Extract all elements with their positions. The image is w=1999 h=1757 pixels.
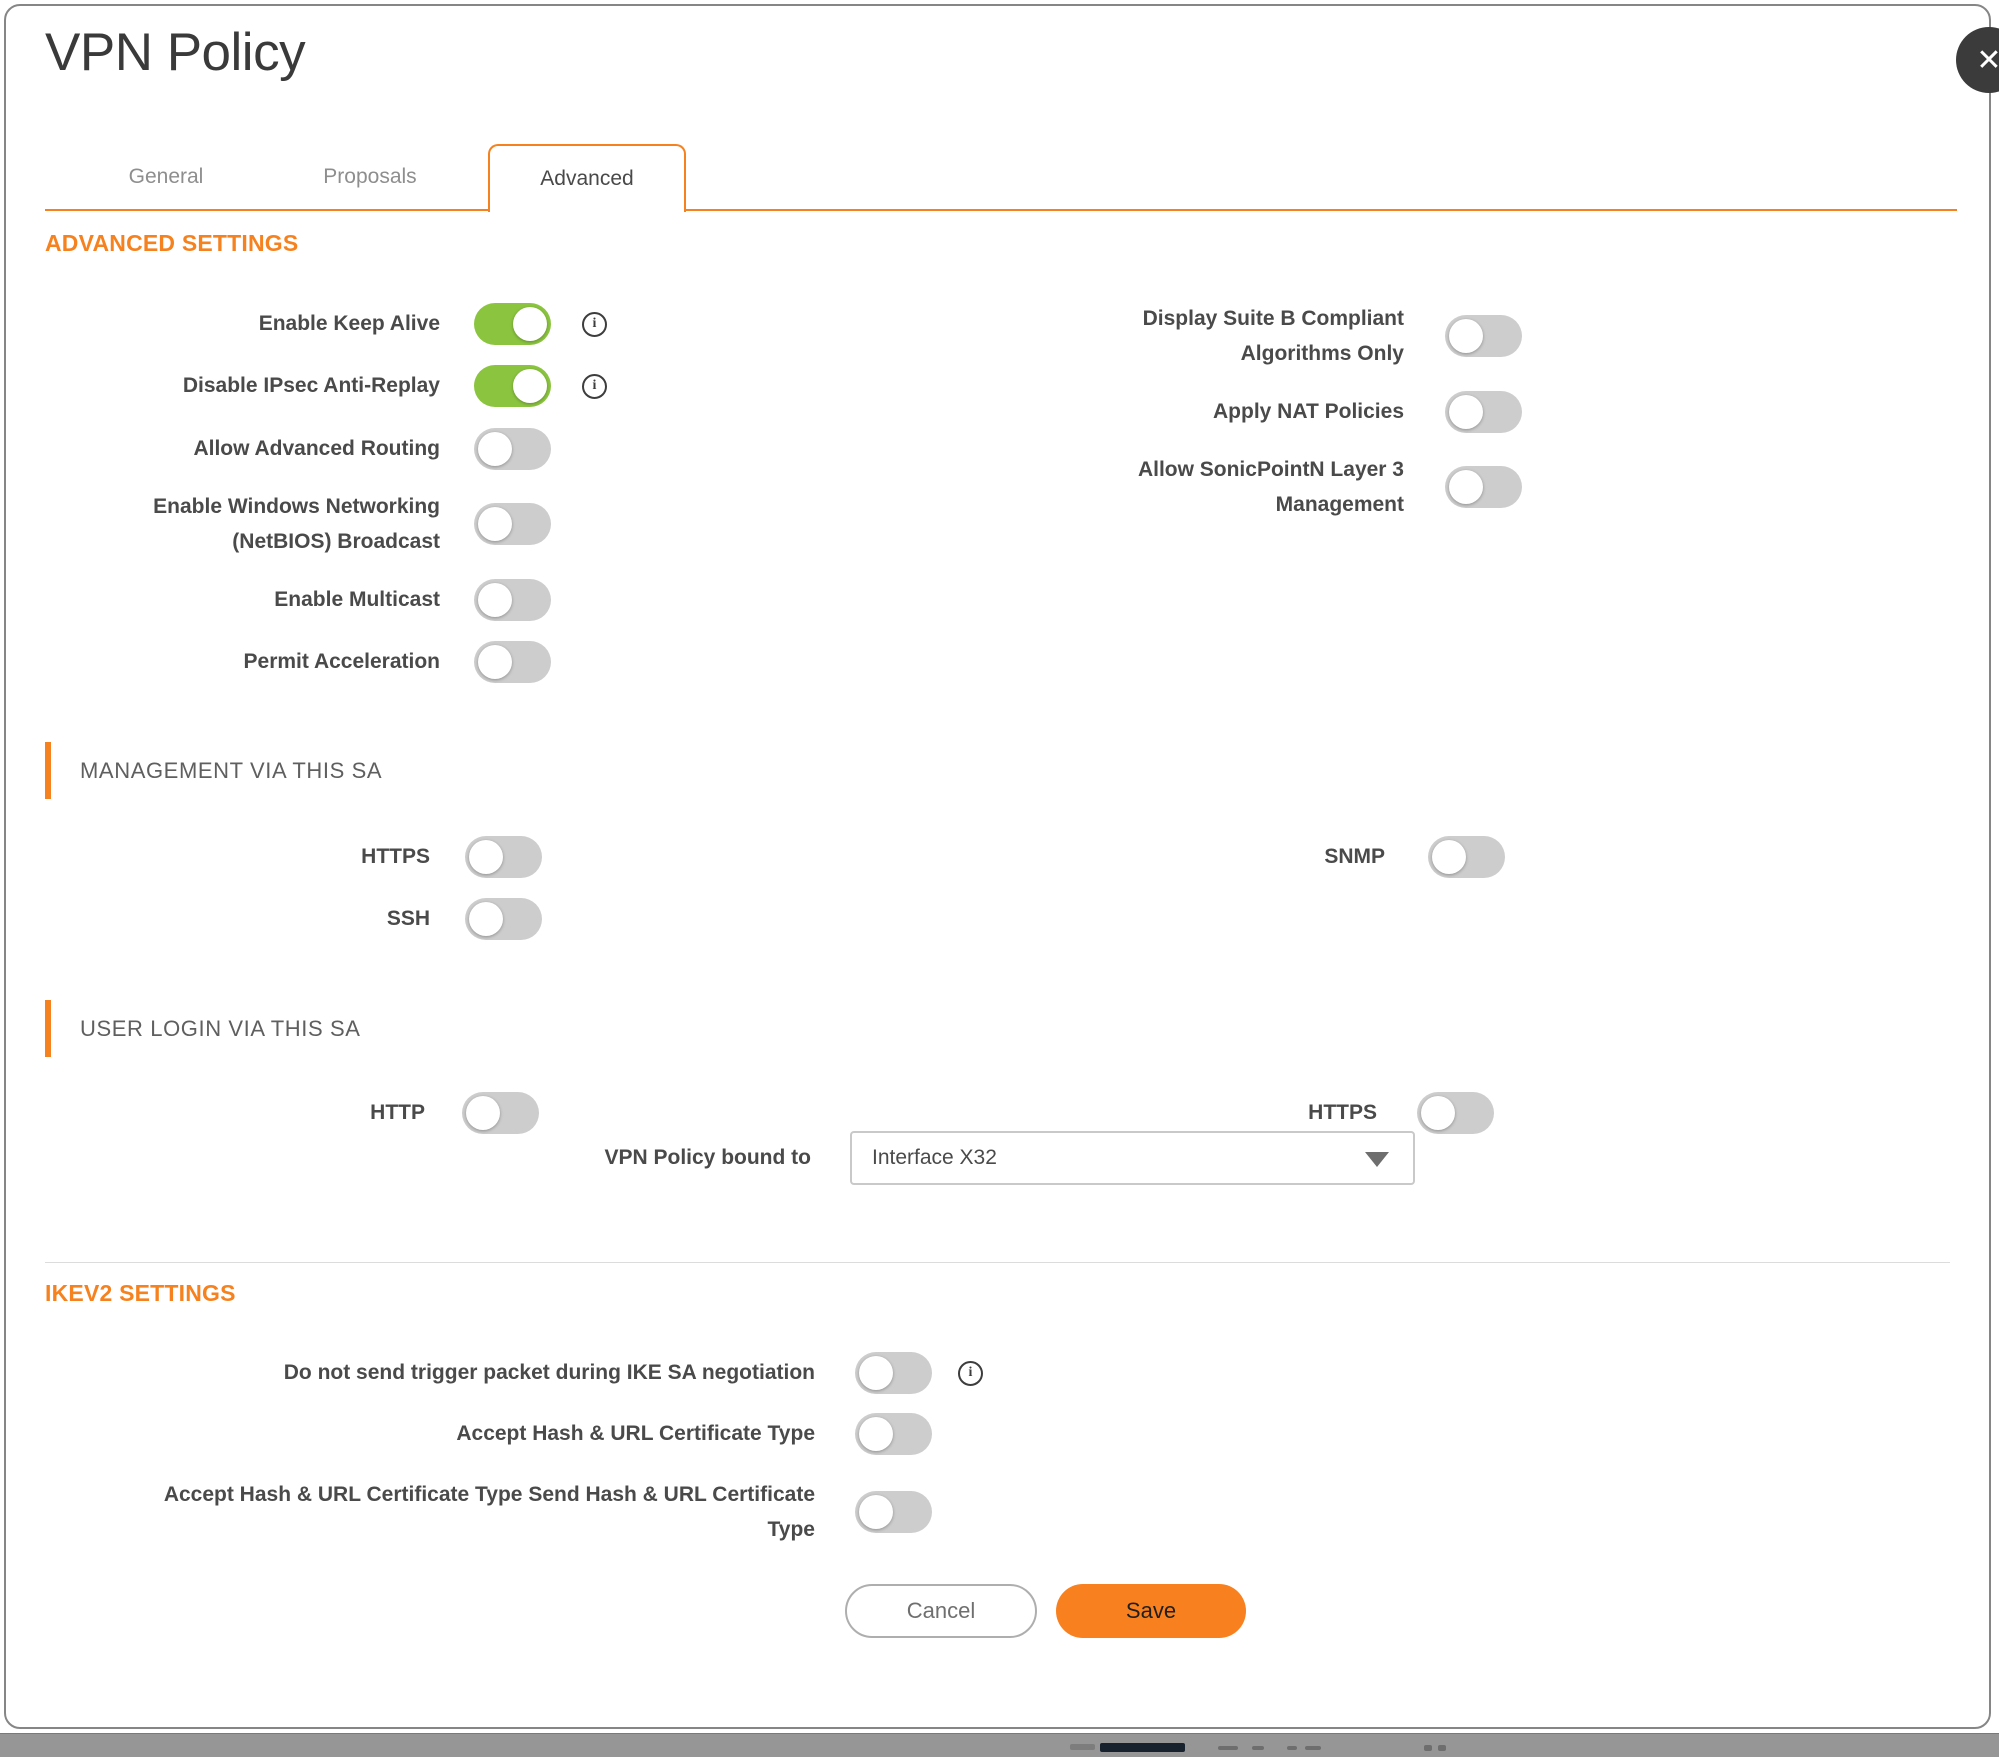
setting-row-vpn-policy-bound: VPN Policy bound to Interface X32 (45, 1128, 1415, 1188)
setting-label: Display Suite B Compliant Algorithms Onl… (1142, 306, 1404, 365)
info-icon[interactable]: i (582, 373, 607, 399)
advanced-settings-heading: ADVANCED SETTINGS (45, 230, 299, 256)
section-accent-bar (45, 742, 51, 799)
setting-row-mgmt-snmp: SNMP (1095, 827, 1505, 887)
setting-row-permit-acceleration: Permit Acceleration (45, 632, 551, 692)
setting-row-mgmt-https: HTTPS (45, 827, 542, 887)
apply-nat-policies-toggle[interactable] (1445, 391, 1522, 433)
permit-acceleration-toggle[interactable] (474, 641, 551, 683)
no-trigger-packet-toggle[interactable] (855, 1352, 932, 1394)
background-page-fragment (1218, 1746, 1238, 1750)
ikev2-settings-heading: IKEV2 SETTINGS (45, 1280, 236, 1306)
background-page-strip (0, 1733, 1999, 1757)
cancel-button[interactable]: Cancel (845, 1584, 1037, 1638)
setting-row-netbios-broadcast: Enable Windows Networking (NetBIOS) Broa… (45, 482, 551, 566)
background-page-fragment (1100, 1743, 1185, 1752)
setting-label: Enable Windows Networking (NetBIOS) Broa… (153, 494, 440, 553)
setting-label: Allow Advanced Routing (193, 437, 440, 461)
enable-multicast-toggle[interactable] (474, 579, 551, 621)
tab-advanced[interactable]: Advanced (488, 144, 686, 212)
user-http-toggle[interactable] (462, 1092, 539, 1134)
background-page-fragment (1424, 1745, 1432, 1751)
setting-label: Enable Multicast (274, 588, 440, 612)
info-icon[interactable]: i (582, 311, 607, 337)
netbios-broadcast-toggle[interactable] (474, 503, 551, 545)
setting-row-accept-hash-url: Accept Hash & URL Certificate Type (45, 1404, 932, 1464)
section-divider (45, 1262, 1950, 1263)
setting-label: Accept Hash & URL Certificate Type Send … (163, 1482, 815, 1541)
setting-row-enable-keep-alive: Enable Keep Alive i (45, 294, 607, 354)
background-page-fragment (1305, 1746, 1321, 1750)
disable-ipsec-anti-replay-toggle[interactable] (474, 365, 551, 407)
page-title: VPN Policy (45, 23, 306, 82)
allow-advanced-routing-toggle[interactable] (474, 428, 551, 470)
setting-label: Allow SonicPointN Layer 3 Management (1137, 457, 1404, 516)
close-icon: ✕ (1976, 43, 1999, 77)
background-page-fragment (1287, 1746, 1297, 1750)
section-accent-bar (45, 1000, 51, 1057)
setting-row-mgmt-ssh: SSH (45, 889, 542, 949)
user-login-section-heading: USER LOGIN VIA THIS SA (45, 1000, 361, 1057)
suite-b-compliant-toggle[interactable] (1445, 315, 1522, 357)
mgmt-snmp-toggle[interactable] (1428, 836, 1505, 878)
setting-label: HTTPS (1308, 1101, 1377, 1125)
background-page-fragment (1438, 1745, 1446, 1751)
sonicpointn-layer3-toggle[interactable] (1445, 466, 1522, 508)
mgmt-https-toggle[interactable] (465, 836, 542, 878)
setting-row-enable-multicast: Enable Multicast (45, 570, 551, 630)
setting-label: Permit Acceleration (243, 650, 440, 674)
chevron-down-icon (1365, 1152, 1389, 1167)
setting-row-allow-advanced-routing: Allow Advanced Routing (45, 419, 551, 479)
setting-label: Accept Hash & URL Certificate Type (456, 1422, 815, 1446)
setting-row-user-http: HTTP (45, 1083, 539, 1143)
setting-label: Disable IPsec Anti-Replay (182, 374, 440, 398)
info-icon[interactable]: i (958, 1360, 983, 1386)
accept-hash-url-toggle[interactable] (855, 1413, 932, 1455)
mgmt-ssh-toggle[interactable] (465, 898, 542, 940)
vpn-policy-bound-label: VPN Policy bound to (604, 1146, 811, 1170)
vpn-policy-bound-select[interactable]: Interface X32 (850, 1131, 1415, 1185)
setting-row-apply-nat-policies: Apply NAT Policies (1095, 382, 1522, 442)
setting-row-user-https: HTTPS (1095, 1083, 1494, 1143)
save-button[interactable]: Save (1056, 1584, 1246, 1638)
setting-label: HTTP (370, 1101, 425, 1125)
setting-label: HTTPS (361, 845, 430, 869)
setting-label: Apply NAT Policies (1213, 400, 1404, 424)
setting-label: SNMP (1324, 845, 1385, 869)
tab-underline (45, 209, 1957, 211)
vpn-policy-dialog (4, 4, 1991, 1729)
enable-keep-alive-toggle[interactable] (474, 303, 551, 345)
management-section-heading: MANAGEMENT VIA THIS SA (45, 742, 382, 799)
accept-send-hash-url-toggle[interactable] (855, 1491, 932, 1533)
setting-row-disable-ipsec-anti-replay: Disable IPsec Anti-Replay i (45, 356, 607, 416)
user-https-toggle[interactable] (1417, 1092, 1494, 1134)
setting-row-suite-b-compliant: Display Suite B Compliant Algorithms Onl… (1095, 294, 1522, 378)
setting-row-sonicpointn-layer3: Allow SonicPointN Layer 3 Management (1095, 445, 1522, 529)
selected-interface-value: Interface X32 (872, 1146, 997, 1169)
tab-general[interactable]: General (128, 165, 204, 188)
setting-row-accept-send-hash-url: Accept Hash & URL Certificate Type Send … (45, 1470, 932, 1554)
background-page-fragment (1070, 1744, 1095, 1750)
setting-label: Enable Keep Alive (258, 312, 440, 336)
background-page-fragment (1252, 1746, 1264, 1750)
setting-label: Do not send trigger packet during IKE SA… (283, 1361, 815, 1385)
setting-row-no-trigger-packet: Do not send trigger packet during IKE SA… (45, 1343, 983, 1403)
tab-proposals[interactable]: Proposals (323, 165, 417, 188)
setting-label: SSH (386, 907, 430, 931)
